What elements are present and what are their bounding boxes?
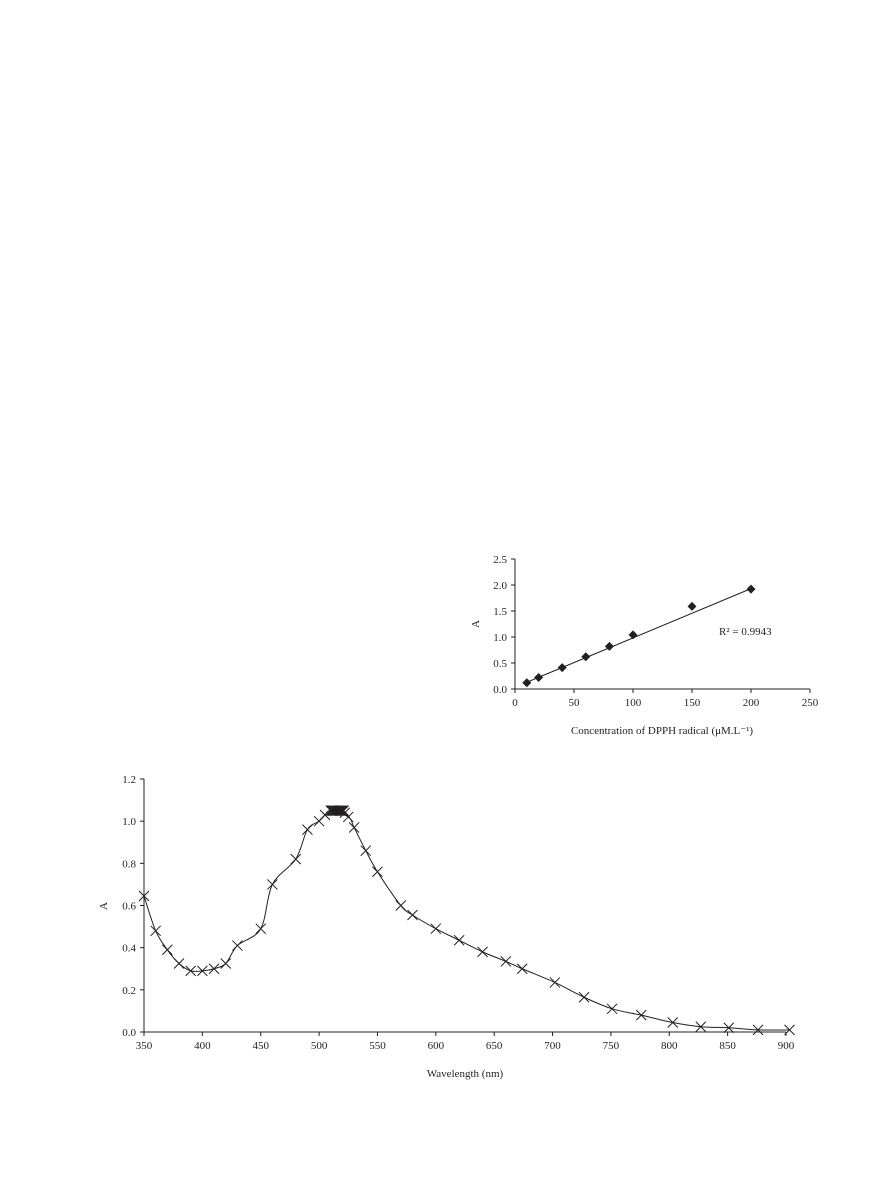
data-point-x-marker <box>332 805 344 816</box>
y-tick-label: 2.0 <box>493 580 507 592</box>
data-point-diamond <box>628 630 638 640</box>
data-point-x-marker <box>302 824 313 835</box>
x-tick-label: 500 <box>311 1040 328 1052</box>
data-point-x-marker <box>752 1024 764 1036</box>
data-point-x-marker <box>150 925 162 937</box>
x-tick-label: 400 <box>194 1040 211 1052</box>
data-point-x-marker <box>360 845 372 857</box>
chart1-x-axis-label: Concentration of DPPH radical (μM.L⁻¹) <box>571 725 753 737</box>
x-tick-label: 850 <box>719 1040 736 1052</box>
x-tick-label: 750 <box>603 1040 620 1052</box>
x-tick-label: 700 <box>544 1040 561 1052</box>
spectrum-chart: 350 400 450 500 550 600 650 700 750 800 850 900 0.0 0… <box>122 774 795 1052</box>
data-point-x-marker <box>267 879 278 890</box>
chart2-y-axis-label: A <box>98 902 110 910</box>
spectrum-line <box>143 810 790 1031</box>
data-point-x-marker <box>348 822 360 833</box>
calibration-chart: 0 50 100 150 200 250 0.0 0.5 1.0 1.5 2.0 2.5 <box>493 554 819 709</box>
data-point-x-marker <box>339 807 351 819</box>
x-tick-label: 0 <box>512 697 518 709</box>
data-point-x-marker <box>723 1022 735 1034</box>
data-point-diamond <box>557 663 567 673</box>
data-point-x-marker <box>220 958 232 969</box>
data-point-diamond <box>687 601 697 611</box>
x-tick-label: 800 <box>661 1040 678 1052</box>
data-point-x-marker <box>338 805 349 816</box>
x-tick-label: 900 <box>778 1040 795 1052</box>
x-tick-label: 150 <box>684 697 701 709</box>
data-point-diamond <box>534 673 544 683</box>
data-point-x-marker <box>208 963 220 975</box>
data-point-x-marker <box>695 1021 707 1033</box>
data-point-x-marker <box>333 805 345 816</box>
x-tick-label: 600 <box>428 1040 445 1052</box>
data-point-x-marker <box>290 853 302 865</box>
y-tick-label: 0.4 <box>122 943 136 955</box>
data-point-x-marker <box>784 1024 795 1036</box>
data-point-x-marker <box>173 958 185 969</box>
data-point-x-marker <box>407 909 418 921</box>
data-point-x-marker <box>430 923 442 935</box>
y-tick-label: 1.5 <box>493 606 507 618</box>
data-point-x-marker <box>342 811 354 823</box>
data-point-x-marker <box>161 944 173 956</box>
y-tick-label: 1.0 <box>122 816 136 828</box>
data-point-x-marker <box>255 923 267 935</box>
r-squared-annotation: R² = 0.9943 <box>719 626 772 638</box>
x-tick-label: 450 <box>252 1040 269 1052</box>
chart2-x-axis-label: Wavelength (nm) <box>427 1068 504 1080</box>
y-tick-label: 0.2 <box>122 985 136 997</box>
data-point-x-marker <box>197 965 208 977</box>
data-point-diamond <box>604 641 614 651</box>
data-point-x-marker <box>372 866 383 878</box>
x-tick-label: 650 <box>486 1040 503 1052</box>
data-point-x-marker <box>516 963 528 975</box>
x-tick-label: 550 <box>369 1040 386 1052</box>
data-point-x-marker <box>500 956 512 967</box>
data-point-diamond <box>581 652 591 662</box>
data-point-x-marker <box>578 991 590 1003</box>
data-point-x-marker <box>477 946 488 958</box>
x-tick-label: 250 <box>802 697 819 709</box>
x-tick-label: 350 <box>136 1040 153 1052</box>
data-point-x-marker <box>635 1009 647 1021</box>
y-tick-label: 1.2 <box>122 774 136 786</box>
data-point-x-marker <box>185 965 197 977</box>
data-point-x-marker <box>138 890 150 902</box>
chart1-y-axis-label: A <box>470 620 482 628</box>
y-tick-label: 1.0 <box>493 632 507 644</box>
data-point-x-marker <box>453 934 465 946</box>
x-tick-label: 200 <box>743 697 760 709</box>
x-tick-label: 100 <box>625 697 642 709</box>
x-tick-label: 50 <box>569 697 581 709</box>
data-point-x-marker <box>549 977 561 988</box>
y-tick-label: 0.0 <box>493 684 507 696</box>
data-point-x-marker <box>395 900 407 911</box>
data-point-x-marker <box>667 1017 679 1028</box>
data-point-diamond <box>522 678 532 688</box>
data-point-x-marker <box>606 1003 618 1015</box>
data-point-x-marker <box>232 940 243 951</box>
data-point-x-marker <box>319 809 331 821</box>
y-tick-label: 0.8 <box>122 858 136 870</box>
data-point-diamond <box>746 584 756 594</box>
y-tick-label: 0.5 <box>493 658 507 670</box>
y-tick-label: 2.5 <box>493 554 507 566</box>
y-tick-label: 0.0 <box>122 1027 136 1039</box>
y-tick-label: 0.6 <box>122 901 136 913</box>
